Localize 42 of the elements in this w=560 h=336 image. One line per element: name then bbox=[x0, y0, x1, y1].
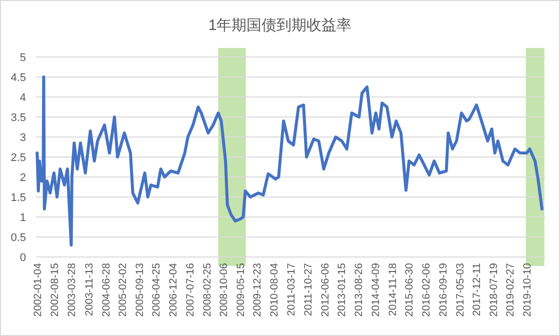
x-tick-label: 2005-09-13 bbox=[134, 262, 146, 317]
y-tick-label: 4.5 bbox=[10, 72, 26, 84]
x-tick-label: 2015-06-30 bbox=[404, 262, 416, 317]
y-tick-label: 1 bbox=[20, 212, 26, 224]
y-tick-label: 5 bbox=[20, 52, 26, 64]
x-tick-label: 2007-07-16 bbox=[184, 262, 196, 317]
x-tick-label: 2008-02-25 bbox=[201, 262, 214, 317]
x-tick-label: 2019-10-10 bbox=[522, 262, 534, 317]
x-tick-label: 2010-08-04 bbox=[268, 262, 281, 317]
x-tick-label: 2018-07-19 bbox=[488, 262, 500, 317]
x-tick-label: 2009-05-15 bbox=[234, 262, 247, 317]
x-tick-label: 2003-03-28 bbox=[66, 262, 78, 317]
x-tick-label: 2006-04-25 bbox=[150, 262, 163, 317]
y-tick-label: 2 bbox=[20, 172, 26, 184]
x-tick-label: 2002-08-15 bbox=[48, 262, 61, 317]
chart-title: 1年期国债到期收益率 bbox=[208, 17, 352, 34]
x-tick-label: 2017-12-11 bbox=[471, 262, 484, 316]
y-tick-label: 4 bbox=[20, 92, 26, 104]
x-tick-label: 2008-10-06 bbox=[218, 262, 230, 317]
x-tick-label: 2011-10-27 bbox=[302, 262, 314, 316]
x-tick-label: 2013-01-15 bbox=[336, 262, 348, 317]
y-tick-label: 3 bbox=[20, 132, 26, 144]
y-tick-label: 1.5 bbox=[10, 192, 26, 204]
x-tick-label: 2014-04-09 bbox=[370, 262, 382, 317]
x-tick-label: 2004-06-28 bbox=[100, 262, 112, 317]
x-tick-label: 2002-01-04 bbox=[32, 262, 44, 317]
x-tick-label: 2017-05-03 bbox=[454, 262, 466, 317]
y-tick-label: 3.5 bbox=[10, 112, 26, 124]
x-tick-label: 2003-11-13 bbox=[83, 262, 96, 316]
x-tick-label: 2012-06-06 bbox=[319, 262, 332, 317]
y-tick-label: 2.5 bbox=[10, 152, 26, 164]
y-tick-label: 0.5 bbox=[10, 232, 26, 244]
x-tick-label: 2011-03-17 bbox=[286, 262, 298, 316]
x-tick-label: 2009-12-23 bbox=[252, 262, 264, 317]
x-tick-label: 2005-02-02 bbox=[117, 262, 130, 317]
x-tick-label: 2013-08-26 bbox=[352, 262, 365, 317]
x-tick-label: 2006-12-04 bbox=[168, 262, 180, 317]
x-tick-label: 2016-09-19 bbox=[437, 262, 450, 317]
x-tick-label: 2016-02-06 bbox=[420, 262, 432, 317]
y-tick-label: 0 bbox=[20, 252, 26, 264]
x-tick-label: 2019-02-27 bbox=[504, 262, 517, 317]
x-tick-label: 2014-11-18 bbox=[386, 262, 399, 316]
